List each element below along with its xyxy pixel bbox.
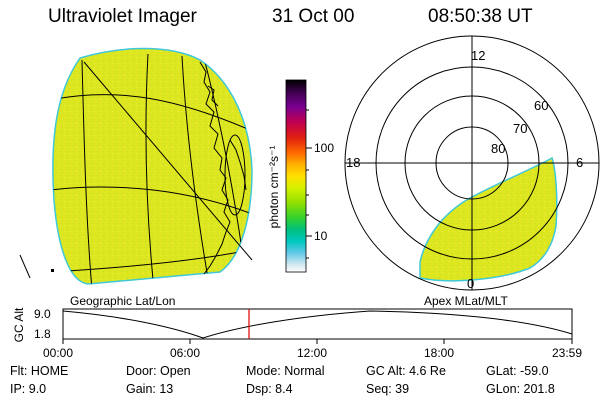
lat-label-70: 70 — [513, 121, 528, 136]
geographic-image-fill — [52, 47, 253, 285]
status-flt: Flt: HOME — [10, 364, 69, 378]
status-gain: Gain: 13 — [126, 382, 174, 396]
meridian-line — [181, 55, 211, 284]
latitude-line — [52, 94, 251, 131]
marker-dot — [51, 269, 54, 272]
mlt-label-18: 18 — [346, 155, 361, 170]
altitude-ytick-low: 1.8 — [34, 327, 51, 341]
latitude-line — [52, 249, 251, 273]
lat-label-80: 80 — [491, 141, 506, 156]
latitude-circle — [224, 134, 246, 216]
left-panel-caption: Geographic Lat/Lon — [70, 294, 176, 308]
altitude-ylabel: GC Alt — [12, 307, 26, 343]
altitude-ytick-high: 9.0 — [34, 307, 51, 321]
status-ip: IP: 9.0 — [10, 382, 47, 396]
coastline — [229, 139, 247, 191]
status-glon: GLon: 201.8 — [486, 382, 555, 396]
xtick-0000: 00:00 — [43, 346, 74, 360]
colorbar-tick-10: 10 — [314, 229, 328, 243]
mlt-label-12: 12 — [471, 48, 486, 63]
xtick-0600: 06:00 — [170, 346, 201, 360]
xtick-1200: 12:00 — [297, 346, 328, 360]
status-mode: Mode: Normal — [246, 364, 325, 378]
coastline — [19, 254, 31, 279]
date-label: 31 Oct 00 — [272, 6, 355, 27]
meridian-line — [145, 53, 155, 284]
right-panel-caption: Apex MLat/MLT — [424, 294, 508, 308]
status-seq: Seq: 39 — [366, 382, 410, 396]
meridian-line — [81, 59, 93, 284]
xtick-2359: 23:59 — [552, 346, 583, 360]
status-door: Door: Open — [126, 364, 191, 378]
altitude-curve — [62, 310, 573, 339]
status-glat: GLat: -59.0 — [486, 364, 549, 378]
colorbar-tick-100: 100 — [314, 141, 335, 155]
latitude-line — [52, 186, 252, 216]
status-gcalt: GC Alt: 4.6 Re — [366, 364, 446, 378]
auroral-oval-fill — [419, 156, 558, 282]
coastline — [207, 85, 219, 107]
instrument-title: Ultraviolet Imager — [48, 6, 197, 27]
time-label: 08:50:38 UT — [428, 6, 533, 27]
colorbar-gradient — [285, 79, 307, 273]
mlt-label-0: 0 — [467, 276, 475, 291]
xtick-1800: 18:00 — [424, 346, 455, 360]
mlt-label-6: 6 — [576, 155, 584, 170]
coastline — [83, 61, 253, 261]
status-dsp: Dsp: 8.4 — [246, 382, 293, 396]
lat-label-60: 60 — [534, 98, 549, 113]
coastline — [199, 61, 231, 275]
altitude-plot-frame — [62, 308, 573, 340]
